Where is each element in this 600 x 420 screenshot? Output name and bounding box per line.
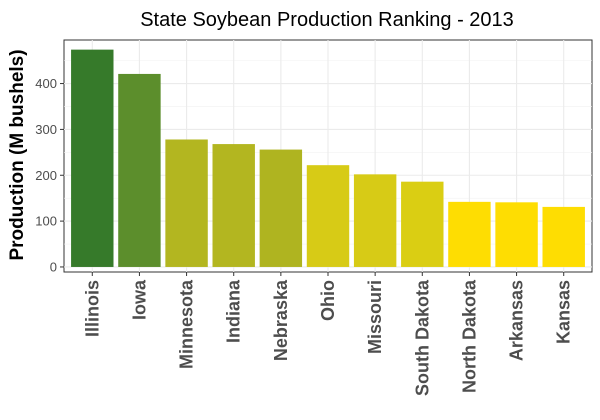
bar-arkansas <box>495 202 538 267</box>
x-tick-label: Indiana <box>224 279 244 343</box>
y-axis-ticks: 0 100 200 300 400 <box>35 76 64 274</box>
bars <box>71 49 585 267</box>
x-tick-label: Minnesota <box>177 279 197 369</box>
x-tick-label: Iowa <box>129 279 149 320</box>
x-tick-label: Missouri <box>365 280 385 354</box>
y-tick-label: 0 <box>50 259 57 274</box>
chart-title: State Soybean Production Ranking - 2013 <box>140 9 514 31</box>
bar-kansas <box>542 206 585 267</box>
y-tick-label: 200 <box>35 168 57 183</box>
bar-south-dakota <box>401 181 444 267</box>
y-tick-label: 100 <box>35 214 57 229</box>
x-tick-label: South Dakota <box>412 279 432 396</box>
x-tick-label: Illinois <box>82 280 102 337</box>
x-tick-label: Ohio <box>318 280 338 321</box>
bar-missouri <box>353 174 397 267</box>
bar-minnesota <box>165 139 208 267</box>
bar-indiana <box>212 144 255 267</box>
x-tick-label: Kansas <box>554 280 574 344</box>
bar-ohio <box>306 165 350 267</box>
y-tick-label: 400 <box>35 76 57 91</box>
bar-nebraska <box>259 149 303 267</box>
y-axis-label: Production (M bushels) <box>7 49 28 260</box>
y-tick-label: 300 <box>35 122 57 137</box>
bar-illinois <box>71 49 114 267</box>
x-tick-label: Nebraska <box>271 279 291 361</box>
bar-iowa <box>118 73 161 267</box>
x-tick-label: Arkansas <box>507 280 527 361</box>
x-tick-label: North Dakota <box>459 279 479 393</box>
x-axis-ticks: Illinois Iowa Minnesota Indiana Nebraska Ohio… <box>82 272 574 396</box>
bar-north-dakota <box>448 201 491 267</box>
